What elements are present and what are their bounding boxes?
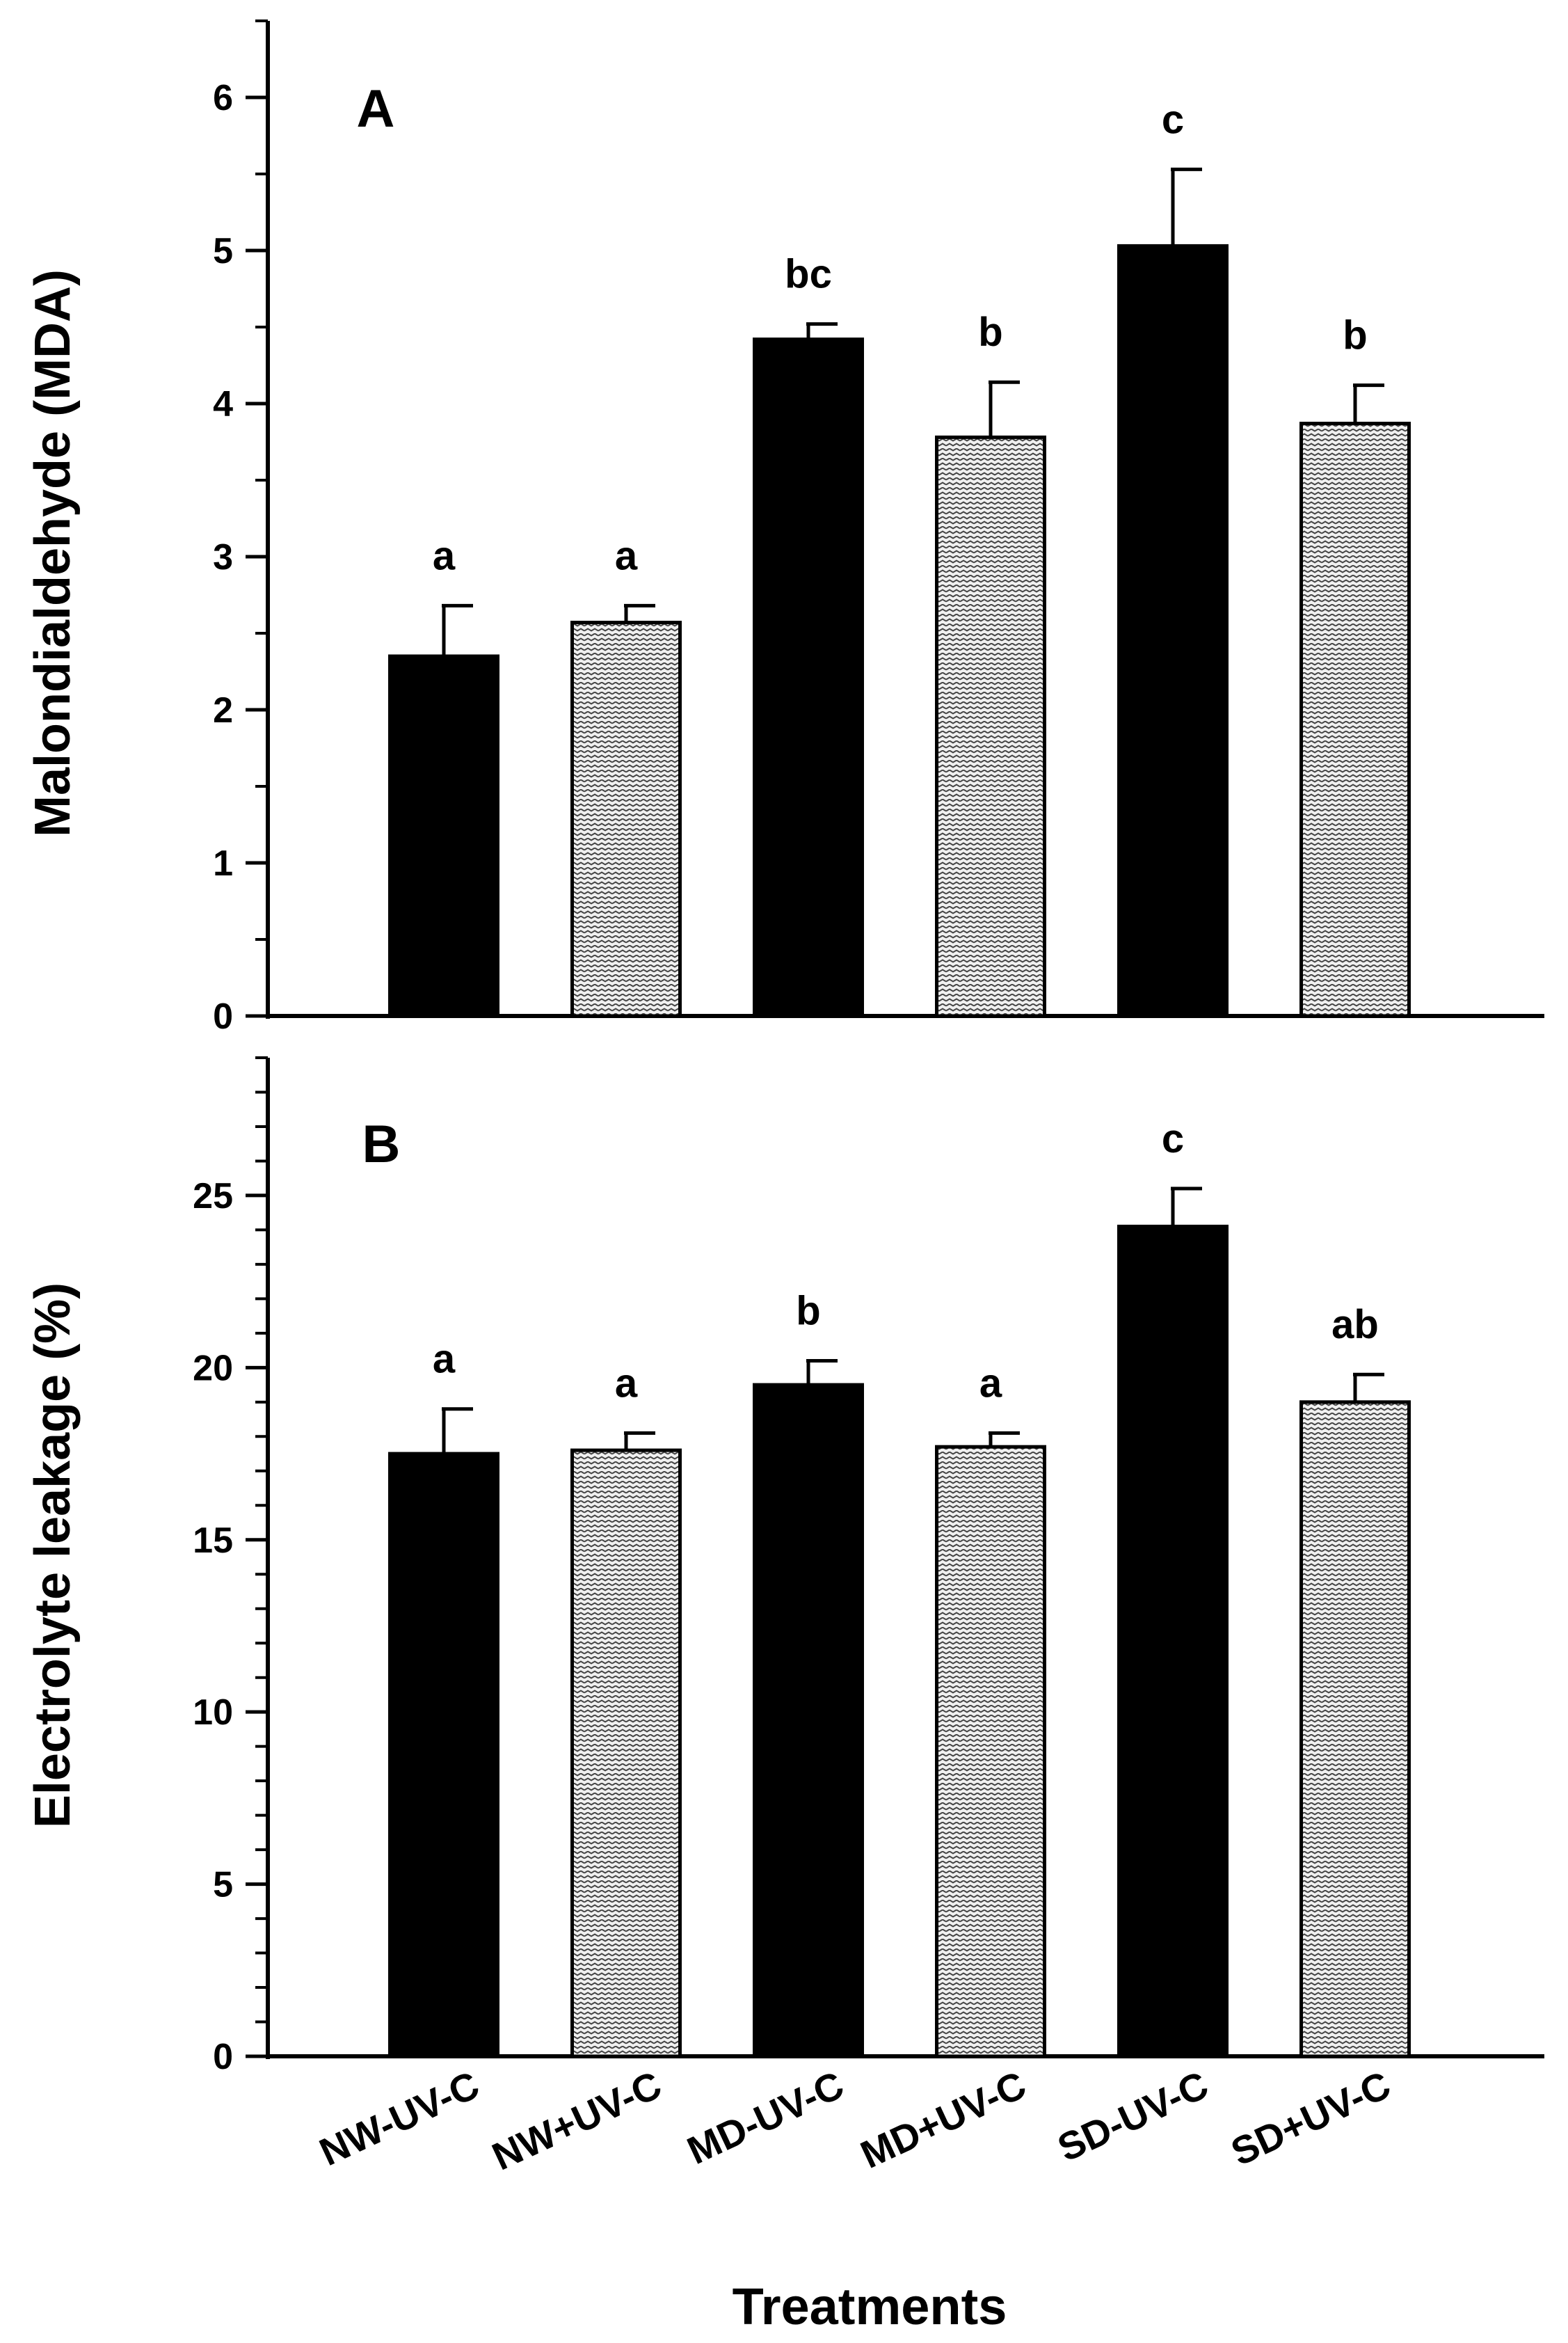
panel-a-significance-label: bc xyxy=(785,252,832,297)
panel-a-y-tick-label: 2 xyxy=(213,690,233,731)
x-category-label: MD-UV-C xyxy=(680,2063,850,2173)
panel-b-significance-label: a xyxy=(433,1337,456,1382)
panel-a-y-tick-label: 6 xyxy=(213,78,233,118)
panel-b-bar-MD-UV-C xyxy=(753,1383,864,2058)
x-category-label: SD-UV-C xyxy=(1051,2063,1215,2170)
panel-b-bar-SD-UV-C xyxy=(1117,1224,1229,2058)
x-category-labels: NW-UV-C NW+UV-C MD-UV-C MD+UV-C SD-UV-C SD+UV… xyxy=(313,2063,1397,2179)
panel-b-y-tick-label: 25 xyxy=(193,1176,233,1216)
panel-a-y-tick-label: 5 xyxy=(213,231,233,271)
panel-b-bar-MD+UV-C xyxy=(935,1445,1046,2058)
panel-a-y-tick-label: 3 xyxy=(213,537,233,578)
panel-b-significance-label: a xyxy=(615,1360,638,1406)
panel-a-bar-MD-UV-C xyxy=(753,337,864,1018)
panel-b-significance-label: ab xyxy=(1331,1302,1379,1347)
panel-a-significance-label: a xyxy=(615,533,638,578)
panel-b-y-tick-label: 5 xyxy=(213,1865,233,1905)
panel-b-significance-label: b xyxy=(796,1288,820,1333)
panel-a-significance-label: c xyxy=(1162,97,1184,142)
panel-a-significance-label: b xyxy=(1343,313,1367,358)
panel-b-y-tick-label: 0 xyxy=(213,2037,233,2077)
panel-a-y-tick-label: 1 xyxy=(213,843,233,884)
panel-b-y-tick-label: 15 xyxy=(193,1520,233,1561)
panel-b-label: B xyxy=(362,1115,401,1174)
panel-a-y-axis-title: Malondialdehyde (MDA) xyxy=(25,269,81,837)
panel-b-y-axis-title: Electrolyte leakage (%) xyxy=(25,1282,81,1828)
panel-a-y-tick-label: 0 xyxy=(213,996,233,1037)
panel-b-significance-label: a xyxy=(979,1360,1002,1406)
x-category-label: NW+UV-C xyxy=(486,2063,668,2179)
panel-b-y-tick-label: 20 xyxy=(193,1348,233,1388)
panel-a-y-tick-label: 4 xyxy=(213,384,233,424)
x-category-label: SD+UV-C xyxy=(1224,2063,1397,2174)
panel-a-significance-label: b xyxy=(978,310,1002,355)
panel-a-significance-label: a xyxy=(433,533,456,578)
x-category-label: MD+UV-C xyxy=(854,2063,1032,2177)
panel-b-significance-label: c xyxy=(1162,1116,1184,1161)
panel-a-bar-SD-UV-C xyxy=(1117,244,1229,1018)
x-category-label: NW-UV-C xyxy=(313,2063,486,2174)
panel-a-bar-NW-UV-C xyxy=(388,654,499,1018)
panel-a-bar-SD+UV-C xyxy=(1299,422,1411,1018)
panel-a-bar-NW+UV-C xyxy=(570,621,682,1018)
panel-b-bar-SD+UV-C xyxy=(1299,1400,1411,2058)
panel-b-y-tick-label: 10 xyxy=(193,1692,233,1733)
x-axis-title: Treatments xyxy=(733,2278,1007,2335)
panel-b-bar-NW+UV-C xyxy=(570,1448,682,2058)
panel-a-label: A xyxy=(357,79,395,138)
panel-a-bar-MD+UV-C xyxy=(935,435,1046,1018)
panel-b-bar-NW-UV-C xyxy=(388,1452,499,2058)
